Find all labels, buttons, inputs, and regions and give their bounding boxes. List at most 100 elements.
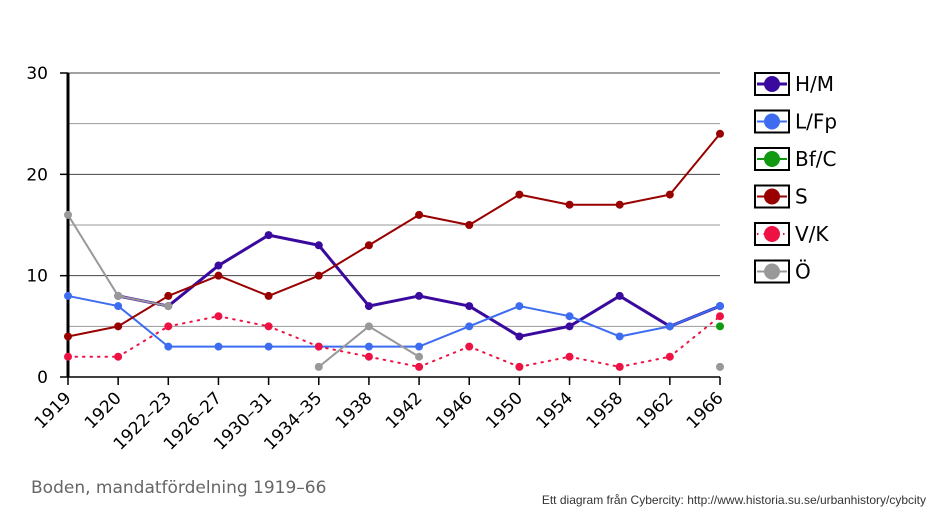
data-point — [214, 271, 223, 280]
data-point — [364, 342, 373, 351]
data-point — [264, 291, 273, 300]
series-line-segment — [517, 324, 572, 338]
legend-swatch-marker — [764, 263, 780, 280]
gridlines — [68, 72, 720, 327]
series-line-segment — [117, 294, 170, 308]
series-line-segment — [618, 325, 671, 338]
data-point — [515, 190, 524, 199]
y-tick-label: 30 — [26, 64, 48, 84]
series-line-segment — [67, 213, 120, 297]
data-point — [64, 291, 72, 300]
data-point — [264, 231, 273, 240]
series-line-segment — [468, 305, 521, 328]
legend-item-Bf/C: Bf/C — [754, 147, 836, 171]
series-line-segment — [418, 345, 471, 368]
data-point — [615, 362, 624, 371]
legend-item-Ö: Ö — [754, 259, 811, 284]
legend-label: S — [795, 185, 808, 209]
data-point — [314, 241, 323, 250]
series-Bf/C — [716, 322, 724, 331]
data-point — [64, 352, 72, 361]
series-line-segment — [367, 294, 421, 308]
y-tick-label: 20 — [26, 165, 48, 185]
series-line-segment — [117, 305, 170, 348]
series-line-segment — [217, 274, 270, 297]
series-line-segment — [167, 315, 220, 328]
x-tick-label: 1958 — [582, 388, 627, 433]
series-line-segment — [216, 233, 271, 268]
data-point — [465, 322, 474, 331]
series-line-segment — [367, 355, 421, 368]
data-point — [114, 291, 123, 300]
data-point — [615, 291, 624, 300]
data-point — [415, 362, 424, 371]
data-point — [515, 362, 524, 371]
legend-item-S: S — [754, 184, 808, 209]
series-line-segment — [317, 325, 370, 368]
series-line-segment — [417, 294, 471, 308]
data-point — [314, 362, 323, 371]
legend-item-V/K: V/K — [754, 222, 829, 246]
data-point — [565, 200, 574, 209]
series-V/K — [64, 312, 724, 371]
data-point — [264, 322, 273, 331]
data-point — [114, 322, 123, 331]
data-point — [314, 342, 323, 351]
data-point — [64, 210, 72, 219]
x-tick-label: 1946 — [432, 388, 477, 433]
series-S — [64, 129, 724, 341]
data-point — [565, 352, 574, 361]
data-point — [716, 322, 724, 331]
series-line-segment — [468, 345, 521, 368]
chart-caption: Boden, mandatfördelning 1919–66 — [31, 478, 327, 498]
data-point — [364, 322, 373, 331]
data-point — [465, 221, 474, 229]
series-line-segment — [468, 193, 521, 226]
data-point — [515, 332, 524, 341]
series-line-segment — [267, 325, 320, 348]
data-point — [164, 302, 173, 311]
legend-label: H/M — [795, 72, 834, 96]
data-point — [615, 200, 624, 209]
axes — [66, 73, 720, 378]
x-tick-label: 1919 — [31, 388, 76, 433]
series-line-segment — [668, 132, 721, 196]
x-tick-label: 1942 — [382, 388, 427, 433]
x-tick-label: 1950 — [482, 388, 527, 433]
data-point — [264, 342, 273, 351]
data-point — [114, 302, 123, 311]
data-point — [716, 302, 724, 311]
series-line-segment — [418, 325, 471, 348]
data-point — [364, 352, 373, 361]
series-line-segment — [117, 294, 170, 328]
series-line-segment — [367, 325, 421, 358]
data-point — [164, 322, 173, 331]
data-point — [716, 312, 724, 321]
data-point — [615, 332, 624, 341]
data-point — [364, 241, 373, 250]
data-point — [415, 342, 424, 351]
series-line-segment — [367, 213, 421, 247]
legend: H/M L/Fp Bf/C S V/K Ö — [754, 72, 837, 284]
series-line-segment — [518, 193, 571, 206]
series-line-segment — [167, 274, 220, 297]
data-point — [665, 322, 674, 331]
y-axis-ticks: 0 10 20 30 — [26, 64, 68, 388]
series-Ö — [64, 210, 724, 371]
series-line-segment — [317, 243, 371, 308]
series-line-segment — [418, 213, 471, 226]
data-point — [415, 352, 424, 361]
x-tick-label: 1966 — [683, 388, 728, 433]
series-H/M — [114, 231, 724, 341]
legend-label: Ö — [795, 260, 811, 284]
source-credit: Ett diagram från Cybercity: http://www.h… — [541, 493, 926, 507]
series-line-segment — [518, 305, 571, 318]
legend-item-H/M: H/M — [754, 72, 834, 96]
data-point — [716, 362, 724, 371]
data-point — [716, 129, 724, 138]
data-point — [415, 210, 424, 219]
series-line-segment — [217, 315, 270, 328]
legend-swatch-marker — [764, 113, 780, 130]
data-point — [214, 342, 223, 351]
